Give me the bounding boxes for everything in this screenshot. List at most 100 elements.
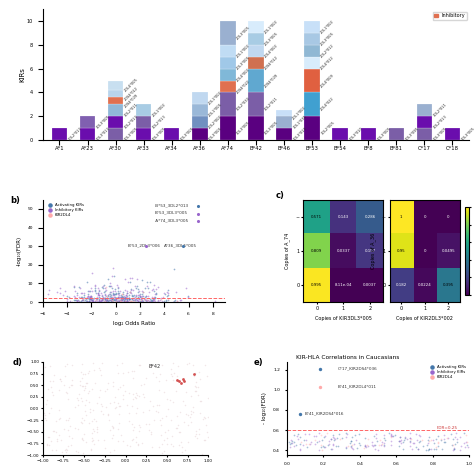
Point — [132, 296, 139, 303]
Point — [114, 283, 122, 291]
Point — [110, 293, 118, 301]
Point — [64, 389, 71, 397]
Point — [42, 401, 50, 408]
Point — [93, 399, 101, 407]
Point — [312, 432, 320, 440]
Point — [76, 381, 84, 389]
Point — [117, 298, 124, 305]
Point — [89, 297, 96, 305]
Point — [128, 295, 136, 303]
Point — [172, 387, 180, 394]
Point — [96, 291, 103, 299]
Point — [204, 433, 212, 440]
Point — [129, 390, 137, 397]
Point — [292, 441, 300, 449]
Point — [403, 436, 411, 443]
Point — [350, 440, 357, 447]
Point — [113, 361, 120, 369]
Point — [70, 283, 78, 291]
Point — [67, 441, 74, 449]
Point — [107, 297, 115, 304]
Point — [194, 383, 202, 391]
Bar — [248, 33, 264, 45]
Point — [424, 446, 431, 454]
Point — [68, 381, 75, 388]
Point — [363, 441, 371, 449]
Point — [118, 359, 126, 366]
Point — [87, 294, 95, 302]
Bar — [80, 128, 95, 140]
Point — [109, 298, 117, 306]
Point — [113, 294, 120, 301]
Point — [45, 286, 53, 293]
Point — [124, 294, 132, 302]
Point — [351, 431, 358, 438]
Point — [93, 296, 101, 303]
Point — [130, 291, 138, 299]
Point — [435, 438, 442, 445]
Point — [180, 378, 187, 385]
Point — [155, 386, 163, 394]
Point — [170, 265, 178, 273]
Text: 0.0337: 0.0337 — [337, 249, 350, 253]
Point — [126, 417, 133, 424]
Point — [454, 435, 461, 443]
Point — [147, 362, 155, 370]
Point — [71, 293, 79, 301]
Point — [98, 295, 106, 303]
Point — [145, 420, 152, 428]
Point — [144, 297, 151, 304]
Point — [80, 295, 87, 303]
Point — [388, 432, 396, 440]
Point — [109, 298, 117, 306]
Text: 3DL3*005: 3DL3*005 — [376, 126, 392, 142]
Point — [55, 415, 63, 422]
Point — [63, 361, 71, 368]
Point — [45, 442, 53, 449]
Point — [68, 376, 76, 384]
Point — [77, 368, 85, 376]
Bar — [164, 128, 180, 140]
Point — [371, 441, 379, 449]
Point — [170, 359, 177, 367]
Point — [102, 298, 110, 305]
Point — [296, 410, 303, 418]
Point — [329, 433, 337, 440]
Point — [399, 438, 407, 446]
Bar — [220, 92, 236, 116]
Point — [102, 283, 110, 291]
Point — [98, 291, 106, 299]
Point — [82, 438, 90, 446]
Point — [39, 426, 47, 434]
Point — [342, 445, 350, 452]
Point — [334, 442, 342, 450]
Point — [173, 298, 181, 305]
Point — [119, 294, 127, 301]
Point — [189, 408, 197, 415]
Point — [57, 375, 64, 383]
Text: 0.0037: 0.0037 — [363, 283, 377, 287]
Point — [111, 296, 118, 303]
Point — [135, 291, 142, 299]
Point — [110, 272, 118, 279]
Point — [181, 401, 189, 409]
Point — [122, 297, 129, 305]
Point — [124, 297, 131, 305]
Point — [115, 298, 123, 306]
Text: 0: 0 — [424, 215, 426, 219]
Point — [144, 297, 151, 304]
Point — [296, 433, 304, 440]
Point — [109, 431, 117, 439]
Point — [155, 283, 162, 291]
Point — [63, 446, 70, 453]
Point — [127, 296, 134, 303]
Point — [167, 365, 175, 373]
Point — [120, 294, 128, 302]
Point — [113, 297, 121, 305]
Point — [104, 291, 111, 298]
Point — [409, 445, 416, 452]
Point — [156, 297, 164, 304]
Point — [120, 294, 128, 302]
Point — [150, 293, 158, 301]
Point — [441, 435, 448, 442]
